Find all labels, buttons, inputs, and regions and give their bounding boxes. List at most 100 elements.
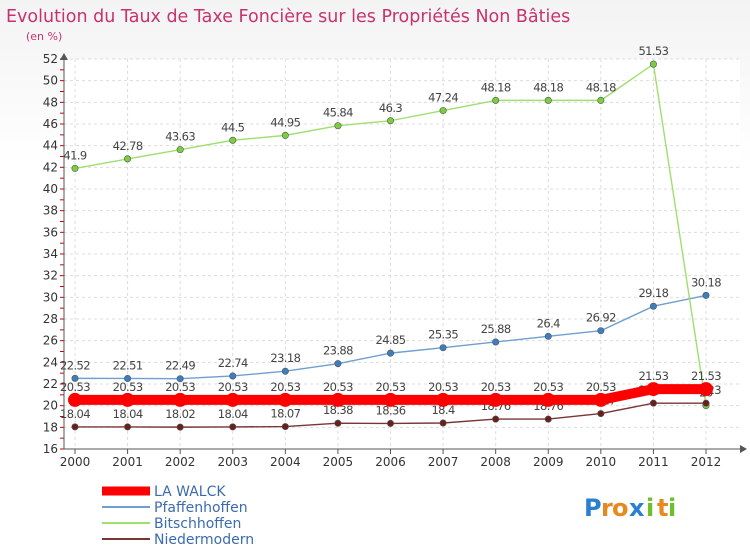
- x-tick-label: 2000: [60, 455, 91, 469]
- data-label: 21.53: [638, 369, 668, 383]
- y-tick-label: 34: [43, 247, 58, 261]
- data-point: [597, 410, 605, 418]
- data-point: [176, 423, 184, 431]
- y-tick-label: 48: [43, 95, 58, 109]
- data-point: [278, 392, 293, 407]
- data-point: [544, 96, 552, 104]
- x-axis-arrow: [740, 445, 747, 453]
- data-label: 26.4: [537, 316, 560, 330]
- data-point: [124, 374, 132, 382]
- data-label: 18.07: [270, 407, 300, 421]
- data-label: 46.3: [379, 101, 402, 115]
- data-point: [71, 374, 79, 382]
- y-tick-label: 44: [43, 139, 58, 153]
- y-tick-label: 16: [43, 442, 58, 456]
- data-label: 51.53: [638, 44, 668, 58]
- data-point: [649, 399, 657, 407]
- data-label: 22.52: [60, 358, 90, 372]
- data-label: 48.18: [586, 80, 616, 94]
- axes: 16 18 20 22 24 26 28 30 32 34 36 38 40 42 44 46 48 50 52 20…: [43, 52, 747, 469]
- data-point: [544, 415, 552, 423]
- legend-label: Bitschhoffen: [154, 516, 241, 532]
- data-point: [492, 338, 500, 346]
- data-label: 20.53: [113, 380, 143, 394]
- data-point: [68, 392, 82, 407]
- data-label: 23.18: [270, 351, 300, 365]
- data-label: 22.49: [165, 359, 195, 373]
- data-label: 20.53: [165, 380, 195, 394]
- logo-letter: i: [646, 494, 654, 522]
- y-tick-label: 32: [43, 269, 58, 283]
- y-axis-arrow: [60, 53, 68, 60]
- data-point: [176, 146, 184, 154]
- y-tick-label: 40: [43, 182, 58, 196]
- data-label: 18.04: [113, 407, 143, 421]
- data-point: [439, 419, 447, 427]
- data-point: [386, 349, 394, 357]
- x-tick-label: 2003: [217, 455, 248, 469]
- y-tick-label: 42: [43, 160, 58, 174]
- data-point: [334, 122, 342, 130]
- data-point: [597, 327, 605, 335]
- x-tick-label: 2002: [165, 455, 196, 469]
- logo-letter: P: [584, 494, 602, 522]
- data-label: 21.53: [691, 369, 721, 383]
- data-point: [597, 96, 605, 104]
- data-label: 47.24: [428, 91, 458, 105]
- x-tick-label: 2009: [533, 455, 564, 469]
- data-label: 22.74: [218, 356, 248, 370]
- data-point: [699, 382, 713, 397]
- data-point: [229, 423, 237, 431]
- data-label: 48.18: [533, 80, 563, 94]
- logo-letter: x: [629, 494, 645, 522]
- data-label: 20.53: [533, 380, 563, 394]
- data-label: 24.85: [376, 333, 406, 347]
- x-tick-label: 2008: [480, 455, 511, 469]
- x-tick-label: 2006: [375, 455, 406, 469]
- x-tick-label: 2005: [323, 455, 354, 469]
- data-point: [334, 360, 342, 368]
- data-point: [71, 164, 79, 172]
- data-label: 20.53: [428, 380, 458, 394]
- data-label: 18.04: [218, 407, 248, 421]
- data-point: [334, 419, 342, 427]
- y-tick-label: 20: [43, 399, 58, 413]
- y-tick-label: 18: [43, 420, 58, 434]
- data-point: [702, 291, 710, 299]
- legend: LA WALCKPfaffenhoffenBitschhoffenNiederm…: [102, 484, 254, 548]
- data-point: [541, 392, 556, 407]
- x-tick-label: 2007: [428, 455, 459, 469]
- data-point: [281, 367, 289, 375]
- data-label: 18.36: [376, 403, 406, 417]
- data-label: 25.88: [481, 322, 511, 336]
- data-point: [439, 107, 447, 115]
- y-tick-label: 46: [43, 117, 58, 131]
- data-point: [225, 392, 240, 407]
- data-point: [386, 419, 394, 427]
- data-label: 18.38: [323, 403, 353, 417]
- data-point: [383, 392, 398, 407]
- data-label: 23.88: [323, 344, 353, 358]
- data-label: 29.18: [638, 286, 668, 300]
- data-label: 44.5: [221, 120, 244, 134]
- data-label: 20.53: [323, 380, 353, 394]
- legend-label: LA WALCK: [154, 484, 226, 500]
- data-point: [120, 392, 135, 407]
- data-label: 45.84: [323, 106, 353, 120]
- data-label: 44.95: [270, 115, 300, 129]
- data-point: [436, 392, 451, 407]
- data-label: 18.04: [60, 407, 90, 421]
- data-label: 43.63: [165, 130, 195, 144]
- data-point: [649, 60, 657, 68]
- data-label: 42.78: [113, 139, 143, 153]
- data-point: [229, 372, 237, 380]
- y-tick-label: 22: [43, 377, 58, 391]
- x-tick-label: 2010: [586, 455, 617, 469]
- data-point: [439, 344, 447, 352]
- x-tick-label: 2001: [112, 455, 143, 469]
- data-point: [386, 117, 394, 125]
- x-tick-label: 2012: [691, 455, 722, 469]
- data-point: [593, 392, 608, 407]
